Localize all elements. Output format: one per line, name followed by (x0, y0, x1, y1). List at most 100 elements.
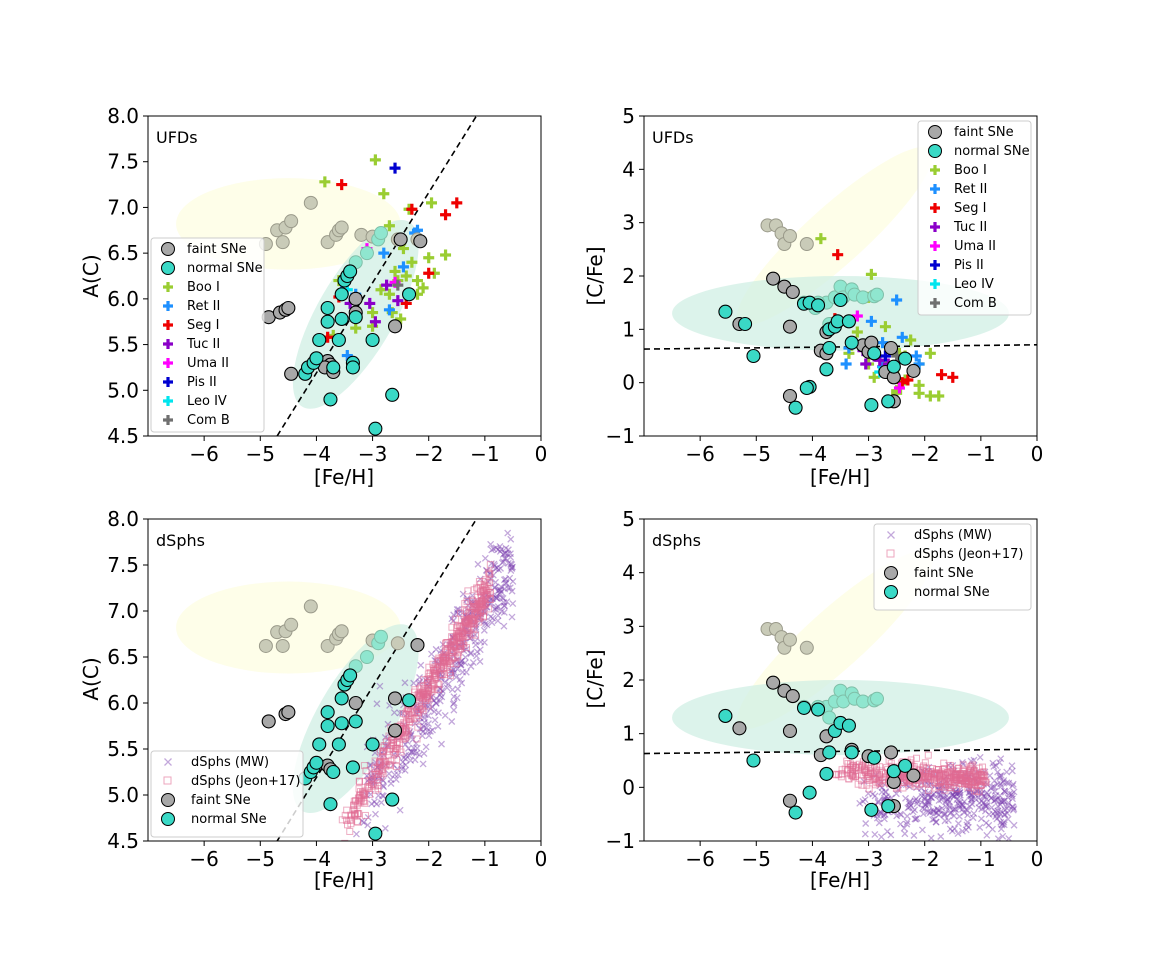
legend: faint SNe normal SNe Boo I Ret II Seg I Tuc… (917, 120, 1032, 316)
dsph-mw-point (946, 825, 954, 833)
legend-mw-x (887, 531, 895, 539)
star-boo (423, 252, 435, 264)
legend-boo-label: Boo I (954, 163, 987, 178)
dsph-mw-point (462, 668, 470, 676)
star-uma (851, 310, 863, 322)
dsph-mw-point (491, 605, 499, 613)
star-seg (451, 197, 463, 209)
dsph-mw-point (970, 810, 978, 818)
dsph-mw-point (1008, 792, 1016, 800)
dsph-jeon-point (465, 626, 473, 634)
dsph-mw-point (1008, 762, 1016, 770)
dsph-mw-point (469, 659, 477, 667)
legend-uma-label: Uma II (954, 239, 996, 254)
legend-leo-label: Leo IV (187, 394, 227, 409)
normal-sne-point (864, 398, 879, 413)
dsph-mw-point (496, 586, 504, 594)
star-seg (440, 209, 452, 221)
x-tick-label: −6 (685, 442, 714, 466)
dsph-mw-point (508, 613, 516, 621)
dsph-mw-point (450, 706, 458, 714)
dsph-mw-point (955, 812, 963, 820)
legend-faint-label: faint SNe (954, 125, 1014, 140)
y-tick-label: 5.5 (107, 333, 139, 357)
dsph-mw-point (887, 831, 895, 839)
dsph-mw-point (496, 589, 504, 597)
dsph-mw-point (1008, 790, 1016, 798)
dsph-mw-point (508, 561, 516, 568)
dsph-mw-point (352, 830, 360, 838)
dsph-mw-point (950, 792, 958, 800)
dsph-mw-point (903, 820, 911, 828)
dsph-jeon-point (354, 818, 362, 826)
dsph-mw-point (501, 549, 508, 557)
legend-seg-label: Seg I (187, 318, 219, 333)
dsph-mw-point (461, 653, 469, 661)
dsph-mw-point (1000, 797, 1008, 805)
dsph-mw-point (438, 693, 446, 701)
legend-com-label: Com B (954, 296, 997, 311)
dsph-jeon-point (406, 715, 414, 723)
dsph-mw-point (459, 668, 467, 676)
y-tick-label: 8.0 (107, 507, 139, 531)
dsph-mw-point (400, 754, 408, 762)
dsph-mw-point (960, 809, 968, 816)
dsph-mw-point (983, 802, 991, 810)
normal-sne-point (326, 360, 341, 375)
dsph-mw-point (436, 691, 444, 699)
dsph-mw-point (951, 825, 959, 833)
dsph-jeon-point (972, 787, 980, 795)
dsph-mw-point (929, 808, 937, 816)
dsph-jeon-point (480, 601, 488, 609)
legend-pis-label: Pis II (954, 258, 984, 273)
star-boo (851, 326, 863, 338)
dsph-mw-point (413, 744, 421, 752)
x-tick-label: −6 (189, 847, 218, 871)
dsph-mw-point (997, 807, 1005, 815)
dsph-mw-point (441, 678, 449, 686)
dsph-mw-point (1001, 806, 1009, 814)
dsph-mw-point (504, 529, 512, 537)
dsph-mw-point (975, 799, 983, 807)
dsph-mw-point (488, 546, 496, 554)
dsph-mw-point (499, 594, 507, 602)
dsph-jeon-point (965, 781, 973, 789)
dsph-mw-point (921, 793, 929, 801)
legend-uma-label: Uma II (187, 356, 229, 371)
dsph-mw-point (392, 776, 400, 784)
dsph-mw-point (405, 752, 413, 760)
x-tick-label: −4 (798, 442, 827, 466)
dsph-mw-point (373, 800, 381, 808)
dsph-jeon-point (950, 774, 958, 782)
dsph-mw-point (954, 799, 962, 807)
dsph-mw-point (1004, 801, 1012, 809)
dsph-mw-point (432, 645, 440, 653)
dsph-mw-point (940, 811, 948, 819)
dsph-mw-point (482, 620, 489, 628)
dsph-mw-point (904, 804, 912, 812)
trend-dashed-line (276, 519, 478, 841)
normal-sne-point (738, 316, 753, 332)
dsph-mw-point (926, 809, 934, 817)
dsph-mw-point (967, 797, 975, 805)
dsph-mw-point (939, 794, 947, 801)
legend-jeon-label: dSphs (Jeon+17) (191, 774, 301, 789)
dsph-mw-point (993, 780, 1001, 788)
dsph-mw-point (496, 511, 502, 517)
dsph-jeon-point (379, 748, 387, 756)
dsph-mw-point (472, 641, 480, 649)
panel-title: dSphs (156, 531, 205, 550)
dsph-mw-point (942, 803, 950, 811)
dsph-mw-point (912, 795, 920, 803)
faint-sne-point (413, 234, 428, 249)
dsph-mw-point (421, 718, 428, 726)
dsph-mw-point (497, 564, 504, 572)
dsph-mw-point (918, 799, 926, 807)
dsph-mw-point (929, 816, 937, 824)
dsph-mw-point (996, 801, 1004, 809)
dsph-mw-point (426, 727, 434, 735)
dsph-mw-point (1010, 821, 1018, 829)
x-tick-label: −4 (302, 442, 331, 466)
y-tick-label: 0 (622, 371, 635, 395)
dsph-mw-point (964, 807, 972, 814)
